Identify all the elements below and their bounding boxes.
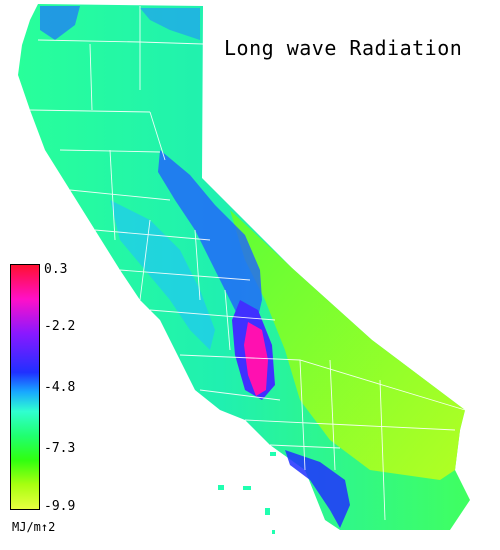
channel-islands [218, 452, 276, 534]
desert-region [230, 210, 465, 480]
county-boundaries [29, 6, 466, 521]
legend-tick-3: -4.8 [44, 380, 76, 395]
legend-tick-2: -2.2 [44, 319, 76, 334]
northeast-mountains [140, 8, 200, 40]
max-radiation-spot [244, 322, 268, 396]
legend-tick-max: 0.3 [44, 262, 68, 277]
colorbar [10, 264, 40, 510]
map-title: Long wave Radiation [224, 36, 463, 60]
legend-tick-min: -9.9 [44, 499, 76, 514]
southern-mountains [285, 450, 350, 528]
legend-tick-4: -7.3 [44, 441, 76, 456]
northern-mountains [40, 6, 80, 40]
central-valley-band [110, 200, 215, 350]
legend-unit: MJ/m↑2 [12, 520, 56, 534]
